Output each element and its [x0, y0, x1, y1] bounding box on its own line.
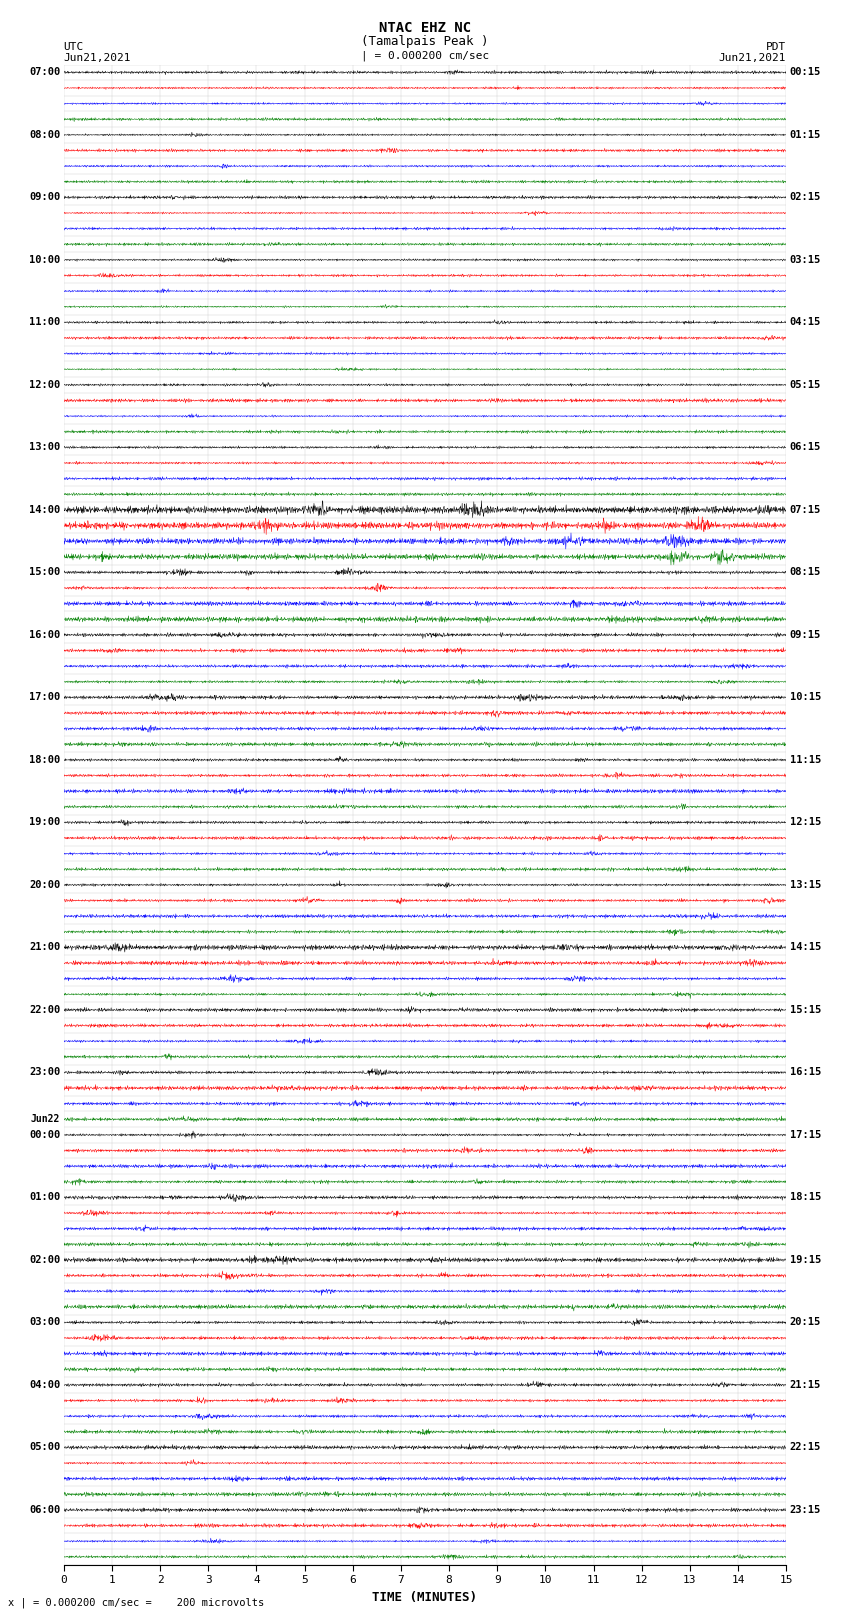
Text: 11:15: 11:15 — [790, 755, 821, 765]
Text: 02:00: 02:00 — [29, 1255, 60, 1265]
Text: 02:15: 02:15 — [790, 192, 821, 202]
Text: NTAC EHZ NC: NTAC EHZ NC — [379, 21, 471, 35]
Text: 19:00: 19:00 — [29, 818, 60, 827]
Text: 11:00: 11:00 — [29, 318, 60, 327]
Text: 21:15: 21:15 — [790, 1379, 821, 1390]
Text: 17:00: 17:00 — [29, 692, 60, 702]
Text: 23:00: 23:00 — [29, 1068, 60, 1077]
Text: 04:00: 04:00 — [29, 1379, 60, 1390]
Text: 18:15: 18:15 — [790, 1192, 821, 1202]
Text: 06:15: 06:15 — [790, 442, 821, 452]
Text: 21:00: 21:00 — [29, 942, 60, 952]
Text: 18:00: 18:00 — [29, 755, 60, 765]
Text: 14:15: 14:15 — [790, 942, 821, 952]
Text: 14:00: 14:00 — [29, 505, 60, 515]
Text: 15:15: 15:15 — [790, 1005, 821, 1015]
Text: 16:15: 16:15 — [790, 1068, 821, 1077]
Text: 13:00: 13:00 — [29, 442, 60, 452]
Text: 09:15: 09:15 — [790, 629, 821, 640]
Text: Jun22: Jun22 — [31, 1115, 60, 1124]
Text: 09:00: 09:00 — [29, 192, 60, 202]
Text: 05:00: 05:00 — [29, 1442, 60, 1452]
Text: 01:15: 01:15 — [790, 129, 821, 140]
Text: 10:00: 10:00 — [29, 255, 60, 265]
Text: (Tamalpais Peak ): (Tamalpais Peak ) — [361, 35, 489, 48]
Text: 03:15: 03:15 — [790, 255, 821, 265]
Text: 00:00: 00:00 — [29, 1129, 60, 1140]
Text: 06:00: 06:00 — [29, 1505, 60, 1515]
X-axis label: TIME (MINUTES): TIME (MINUTES) — [372, 1590, 478, 1603]
Text: Jun21,2021: Jun21,2021 — [719, 53, 786, 63]
Text: 23:15: 23:15 — [790, 1505, 821, 1515]
Text: PDT: PDT — [766, 42, 786, 52]
Text: 17:15: 17:15 — [790, 1129, 821, 1140]
Text: | = 0.000200 cm/sec: | = 0.000200 cm/sec — [361, 50, 489, 61]
Text: 12:15: 12:15 — [790, 818, 821, 827]
Text: 07:15: 07:15 — [790, 505, 821, 515]
Text: 13:15: 13:15 — [790, 879, 821, 890]
Text: 08:00: 08:00 — [29, 129, 60, 140]
Text: 08:15: 08:15 — [790, 568, 821, 577]
Text: 12:00: 12:00 — [29, 379, 60, 390]
Text: 20:15: 20:15 — [790, 1318, 821, 1327]
Text: 19:15: 19:15 — [790, 1255, 821, 1265]
Text: Jun21,2021: Jun21,2021 — [64, 53, 131, 63]
Text: 22:15: 22:15 — [790, 1442, 821, 1452]
Text: 01:00: 01:00 — [29, 1192, 60, 1202]
Text: x | = 0.000200 cm/sec =    200 microvolts: x | = 0.000200 cm/sec = 200 microvolts — [8, 1597, 264, 1608]
Text: 16:00: 16:00 — [29, 629, 60, 640]
Text: 15:00: 15:00 — [29, 568, 60, 577]
Text: 07:00: 07:00 — [29, 68, 60, 77]
Text: 04:15: 04:15 — [790, 318, 821, 327]
Text: 22:00: 22:00 — [29, 1005, 60, 1015]
Text: UTC: UTC — [64, 42, 84, 52]
Text: 05:15: 05:15 — [790, 379, 821, 390]
Text: 00:15: 00:15 — [790, 68, 821, 77]
Text: 10:15: 10:15 — [790, 692, 821, 702]
Text: 20:00: 20:00 — [29, 879, 60, 890]
Text: 03:00: 03:00 — [29, 1318, 60, 1327]
